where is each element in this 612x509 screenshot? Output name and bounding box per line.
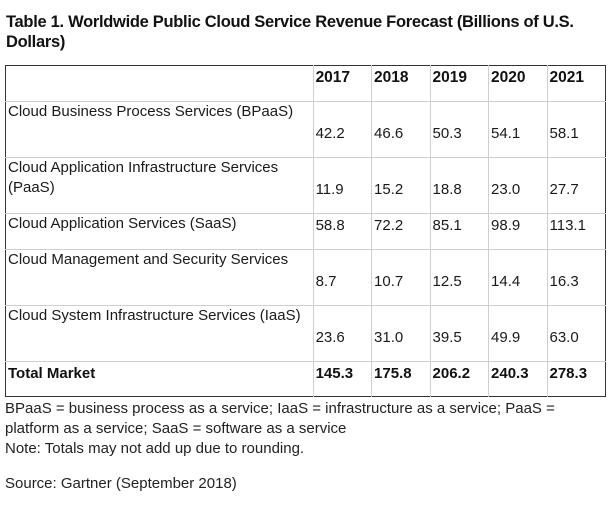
table-notes: BPaaS = business process as a service; I…	[5, 399, 609, 459]
row-label: Cloud Business Process Services (BPaaS)	[5, 101, 314, 158]
cell-value: 15.2	[371, 157, 431, 214]
cell-value: 72.2	[371, 213, 431, 250]
table-row: Cloud Business Process Services (BPaaS) …	[5, 101, 606, 158]
table-row: Cloud System Infrastructure Services (Ia…	[5, 305, 606, 362]
cell-value: 10.7	[371, 249, 431, 306]
table-header-row: 2017 2018 2019 2020 2021	[5, 65, 606, 102]
revenue-forecast-table: 2017 2018 2019 2020 2021 Cloud Business …	[5, 65, 606, 397]
cell-value: 49.9	[488, 305, 548, 362]
cell-value: 39.5	[429, 305, 490, 362]
table-row: Cloud Application Infrastructure Service…	[5, 157, 606, 214]
table-title: Table 1. Worldwide Public Cloud Service …	[6, 13, 574, 51]
cell-value: 113.1	[546, 213, 606, 250]
header-cell-year: 2017	[312, 65, 373, 102]
table-row: Cloud Management and Security Services 8…	[5, 249, 606, 306]
header-cell-empty	[5, 65, 314, 102]
header-cell-year: 2018	[371, 65, 431, 102]
table-row: Cloud Application Services (SaaS) 58.8 7…	[5, 213, 606, 250]
cell-value: 42.2	[312, 101, 373, 158]
cell-value: 8.7	[312, 249, 373, 306]
cell-value: 23.0	[488, 157, 548, 214]
rounding-note: Note: Totals may not add up due to round…	[5, 440, 305, 457]
cell-value: 23.6	[312, 305, 373, 362]
cell-value: 27.7	[546, 157, 606, 214]
total-label: Total Market	[5, 361, 314, 397]
cell-value: 63.0	[546, 305, 606, 362]
cell-value: 58.1	[546, 101, 606, 158]
cell-value: 12.5	[429, 249, 490, 306]
abbreviations-note: BPaaS = business process as a service; I…	[5, 400, 555, 437]
cell-value: 50.3	[429, 101, 490, 158]
total-row: Total Market 145.3 175.8 206.2 240.3 278…	[5, 361, 606, 397]
cell-value: 58.8	[312, 213, 373, 250]
cell-value: 31.0	[371, 305, 431, 362]
row-label: Cloud Application Infrastructure Service…	[5, 157, 314, 214]
row-label: Cloud System Infrastructure Services (Ia…	[5, 305, 314, 362]
cell-value: 85.1	[429, 213, 490, 250]
source-note: Source: Gartner (September 2018)	[5, 475, 237, 492]
cell-value: 54.1	[488, 101, 548, 158]
total-value: 206.2	[429, 361, 490, 397]
row-label: Cloud Management and Security Services	[5, 249, 314, 306]
total-value: 145.3	[312, 361, 373, 397]
cell-value: 16.3	[546, 249, 606, 306]
cell-value: 18.8	[429, 157, 490, 214]
total-value: 175.8	[371, 361, 431, 397]
cell-value: 11.9	[312, 157, 373, 214]
row-label: Cloud Application Services (SaaS)	[5, 213, 314, 250]
total-value: 240.3	[488, 361, 548, 397]
cell-value: 98.9	[488, 213, 548, 250]
header-cell-year: 2019	[429, 65, 490, 102]
header-cell-year: 2020	[488, 65, 548, 102]
header-cell-year: 2021	[546, 65, 606, 102]
total-value: 278.3	[546, 361, 606, 397]
cell-value: 46.6	[371, 101, 431, 158]
cell-value: 14.4	[488, 249, 548, 306]
